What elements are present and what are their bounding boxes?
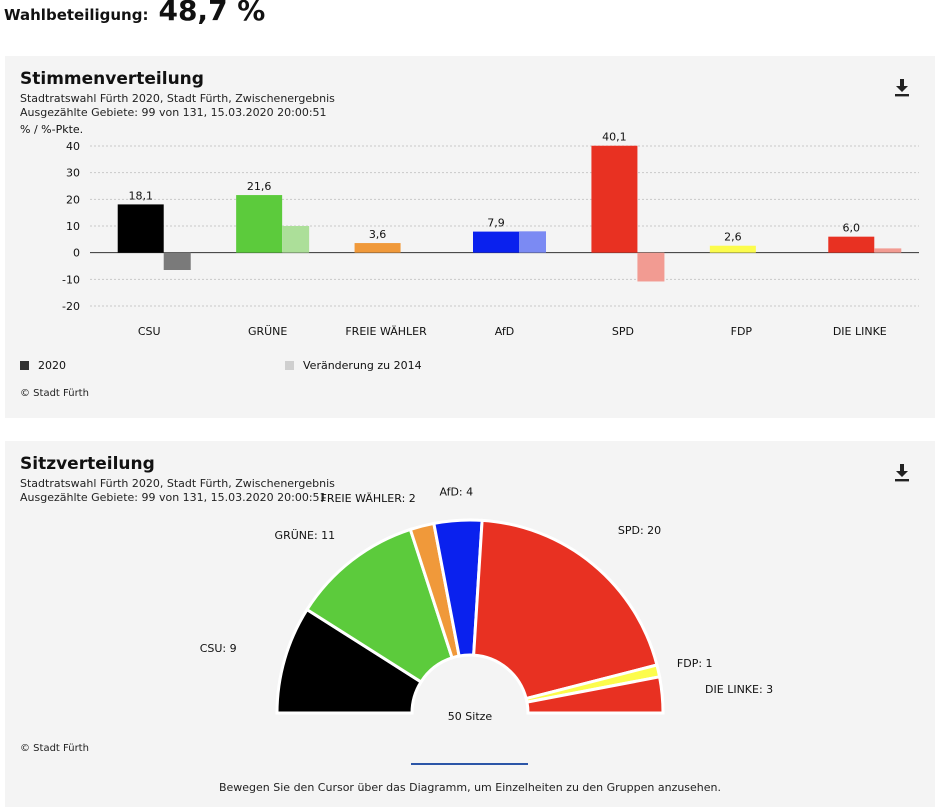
data-label: 40,1	[602, 131, 627, 144]
bar-2020	[117, 204, 164, 253]
seats-counted: Ausgezählte Gebiete: 99 von 131, 15.03.2…	[20, 491, 327, 504]
seat-slice	[304, 527, 454, 684]
seats-title: Sitzverteilung	[20, 454, 155, 474]
data-label: 6,0	[843, 222, 861, 235]
tab-indicator	[411, 763, 528, 765]
data-label: 21,6	[247, 180, 272, 193]
data-label: 3,6	[369, 228, 387, 241]
seat-slice	[525, 675, 665, 715]
category-label: CSU	[138, 325, 161, 338]
bar-2020	[828, 236, 875, 253]
turnout-label: Wahlbeteiligung:	[4, 6, 149, 24]
votes-title: Stimmenverteilung	[20, 69, 204, 89]
category-label: SPD	[612, 325, 634, 338]
legend-swatch-2020	[20, 361, 29, 370]
seat-label: SPD: 20	[618, 524, 661, 537]
legend-label-change: Veränderung zu 2014	[303, 359, 422, 372]
category-label: AfD	[495, 325, 514, 338]
seat-label: FREIE WÄHLER: 2	[321, 492, 416, 505]
seats-subtitle: Stadtratswahl Fürth 2020, Stadt Fürth, Z…	[20, 477, 335, 490]
y-tick-label: 0	[73, 247, 80, 260]
bar-change	[163, 252, 191, 270]
votes-counted: Ausgezählte Gebiete: 99 von 131, 15.03.2…	[20, 106, 327, 119]
votes-credit: © Stadt Fürth	[20, 388, 89, 399]
category-label: FDP	[731, 325, 753, 338]
seat-chart[interactable]: CSU: 9 GRÜNE: 11 FREIE WÄHLER: 2 AfD: 4 SPD:…	[5, 441, 935, 741]
bar-change	[874, 248, 902, 253]
turnout-value: 48,7 %	[158, 0, 266, 27]
y-tick-label: 10	[66, 220, 80, 233]
hover-hint: Bewegen Sie den Cursor über das Diagramm…	[218, 781, 722, 794]
data-label: 2,6	[724, 231, 742, 244]
category-label: GRÜNE	[248, 325, 287, 338]
seats-panel: Sitzverteilung Stadtratswahl Fürth 2020,…	[5, 441, 935, 807]
legend-label-2020: 2020	[38, 359, 66, 372]
y-tick-label: 20	[66, 193, 80, 206]
legend-swatch-change	[285, 361, 294, 370]
seat-label: FDP: 1	[677, 657, 713, 670]
bar-2020	[236, 195, 283, 253]
bar-2020	[473, 231, 519, 253]
bar-2020	[709, 245, 756, 253]
seat-label: AfD: 4	[439, 485, 473, 498]
legend-2020[interactable]: 2020	[20, 359, 66, 372]
bar-change	[519, 231, 546, 253]
seat-label: CSU: 9	[200, 642, 237, 655]
y-tick-label: 40	[66, 140, 80, 153]
seats-credit: © Stadt Fürth	[20, 743, 89, 754]
bar-2020	[354, 243, 401, 253]
y-tick-label: 30	[66, 167, 80, 180]
bar-change	[282, 226, 310, 253]
bar-2020	[591, 145, 638, 253]
legend-change[interactable]: Veränderung zu 2014	[285, 359, 422, 372]
download-icon[interactable]	[893, 463, 911, 483]
seat-slice	[472, 518, 659, 701]
bar-change	[637, 252, 665, 282]
y-tick-label: -10	[62, 273, 80, 286]
data-label: 18,1	[128, 189, 153, 202]
seat-label: GRÜNE: 11	[275, 529, 336, 542]
y-tick-label: -20	[62, 300, 80, 313]
category-label: FREIE WÄHLER	[345, 325, 427, 338]
turnout: Wahlbeteiligung: 48,7 %	[4, 0, 265, 34]
seat-total-label: 50 Sitze	[448, 710, 493, 723]
votes-subtitle: Stadtratswahl Fürth 2020, Stadt Fürth, Z…	[20, 92, 335, 105]
seat-label: DIE LINKE: 3	[705, 683, 773, 696]
bar-chart[interactable]: 40 30 20 10 0 -10 -20 18,1 CSU 21,6 GRÜNE 3,6 FREIE …	[5, 56, 935, 356]
votes-panel: Stimmenverteilung Stadtratswahl Fürth 20…	[5, 56, 935, 418]
data-label: 7,9	[487, 217, 505, 230]
y-axis-label: % / %-Pkte.	[20, 123, 84, 136]
category-label: DIE LINKE	[833, 325, 887, 338]
download-icon[interactable]	[893, 78, 911, 98]
